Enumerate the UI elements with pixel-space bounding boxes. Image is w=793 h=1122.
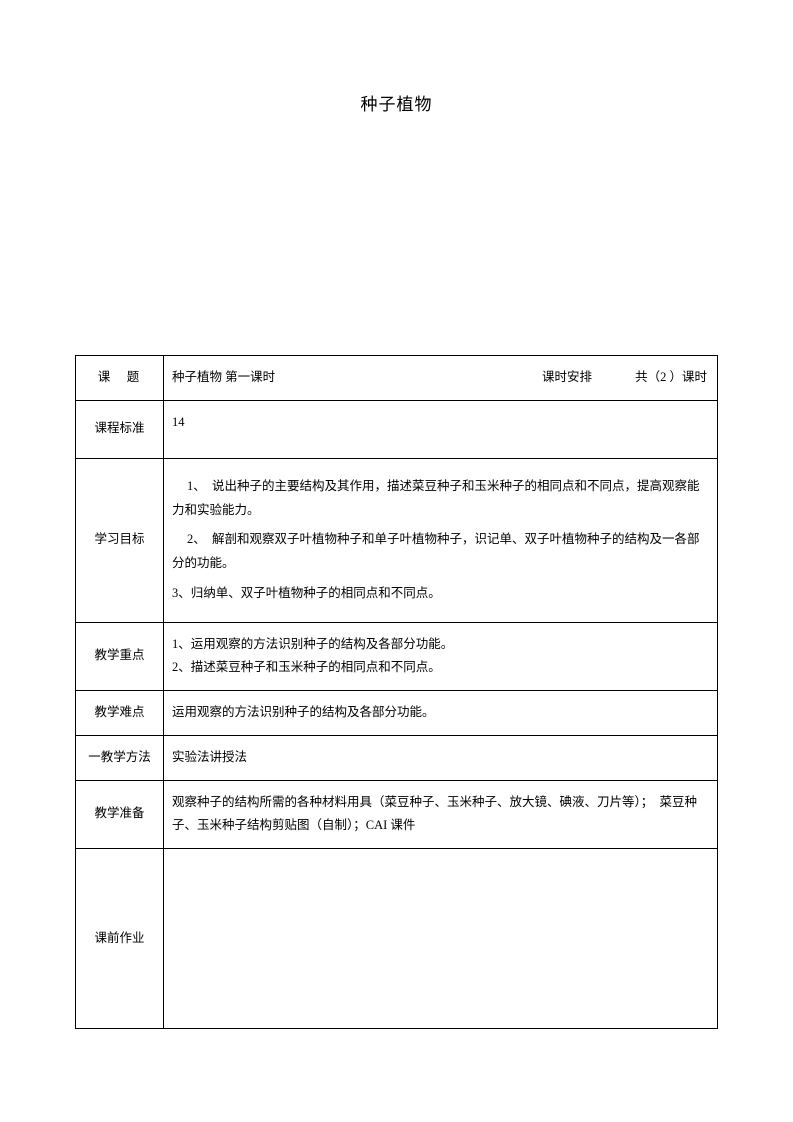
keypoint-label: 教学重点 (76, 622, 164, 691)
method-value: 实验法讲授法 (164, 735, 718, 780)
table-row-goals: 学习目标 1、 说出种子的主要结构及其作用，描述菜豆种子和玉米种子的相同点和不同… (76, 458, 718, 622)
schedule-block: 课时安排 共（2 ）课时 (542, 366, 707, 390)
goal-item-3: 3、归纳单、双子叶植物种子的相同点和不同点。 (172, 582, 709, 606)
goal-item-2: 2、 解剖和观察双子叶植物种子和单子叶植物种子，识记单、双子叶植物种子的结构及一… (172, 528, 709, 576)
table-row-topic: 课 题 种子植物 第一课时 课时安排 共（2 ）课时 (76, 356, 718, 401)
document-title: 种子植物 (75, 90, 718, 115)
difficulty-label: 教学难点 (76, 691, 164, 736)
standard-value: 14 (164, 400, 718, 458)
difficulty-value: 运用观察的方法识别种子的结构及各部分功能。 (164, 691, 718, 736)
prep-label: 教学准备 (76, 780, 164, 849)
table-row-homework: 课前作业 (76, 849, 718, 1029)
goals-label: 学习目标 (76, 458, 164, 622)
prep-value: 观察种子的结构所需的各种材料用具（菜豆种子、玉米种子、放大镜、碘液、刀片等）； … (164, 780, 718, 849)
keypoint-line-2: 2、描述菜豆种子和玉米种子的相同点和不同点。 (172, 656, 709, 680)
table-row-difficulty: 教学难点 运用观察的方法识别种子的结构及各部分功能。 (76, 691, 718, 736)
table-row-standard: 课程标准 14 (76, 400, 718, 458)
goal-item-1: 1、 说出种子的主要结构及其作用，描述菜豆种子和玉米种子的相同点和不同点，提高观… (172, 475, 709, 523)
homework-value (164, 849, 718, 1029)
topic-content-cell: 种子植物 第一课时 课时安排 共（2 ）课时 (164, 356, 718, 401)
table-row-prep: 教学准备 观察种子的结构所需的各种材料用具（菜豆种子、玉米种子、放大镜、碘液、刀… (76, 780, 718, 849)
standard-label: 课程标准 (76, 400, 164, 458)
schedule-total: 共（2 ）课时 (635, 370, 707, 384)
document-page: 种子植物 课 题 种子植物 第一课时 课时安排 共（2 ）课时 课程标准 14 … (0, 0, 793, 1089)
schedule-label: 课时安排 (542, 370, 592, 384)
lesson-title: 种子植物 第一课时 (172, 366, 275, 390)
keypoint-line-1: 1、运用观察的方法识别种子的结构及各部分功能。 (172, 633, 709, 657)
homework-label: 课前作业 (76, 849, 164, 1029)
table-row-method: 一教学方法 实验法讲授法 (76, 735, 718, 780)
method-label: 一教学方法 (76, 735, 164, 780)
lesson-plan-table: 课 题 种子植物 第一课时 课时安排 共（2 ）课时 课程标准 14 学习目标 … (75, 355, 718, 1029)
topic-label: 课 题 (76, 356, 164, 401)
keypoint-content: 1、运用观察的方法识别种子的结构及各部分功能。 2、描述菜豆种子和玉米种子的相同… (164, 622, 718, 691)
table-row-keypoint: 教学重点 1、运用观察的方法识别种子的结构及各部分功能。 2、描述菜豆种子和玉米… (76, 622, 718, 691)
goals-content: 1、 说出种子的主要结构及其作用，描述菜豆种子和玉米种子的相同点和不同点，提高观… (164, 458, 718, 622)
